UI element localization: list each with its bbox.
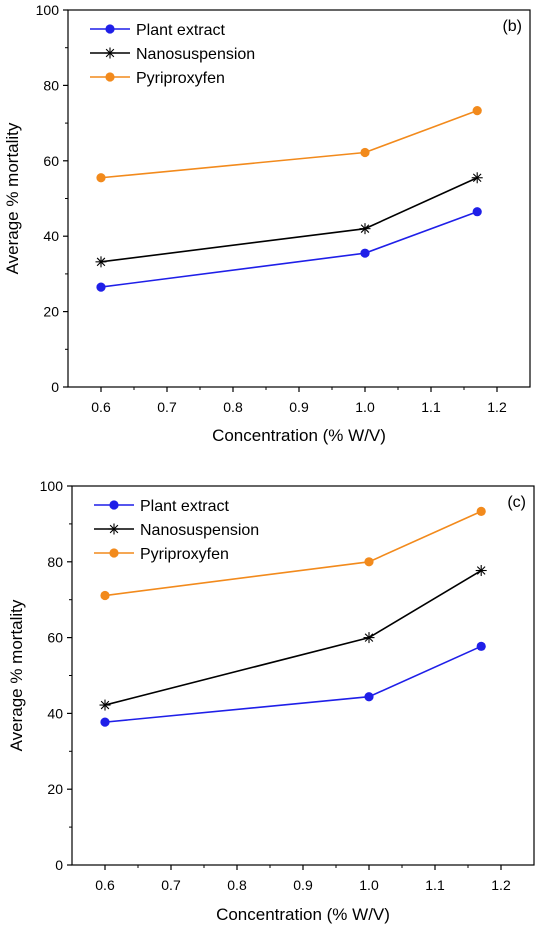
y-tick-label: 60 bbox=[47, 630, 63, 646]
data-point bbox=[476, 641, 486, 651]
x-tick-label: 0.7 bbox=[157, 399, 177, 415]
series-line bbox=[104, 569, 482, 706]
x-axis-title: Concentration (% W/V) bbox=[212, 426, 386, 445]
x-tick-label: 0.9 bbox=[289, 399, 309, 415]
x-tick-label: 0.6 bbox=[91, 399, 111, 415]
data-point bbox=[100, 717, 110, 727]
data-point bbox=[100, 590, 110, 601]
legend-entry: Nanosuspension bbox=[94, 522, 259, 539]
legend: Plant extract Nanosuspension Pyriproxyfen bbox=[94, 498, 259, 563]
legend-label: Pyriproxyfen bbox=[140, 546, 229, 563]
y-tick-label: 60 bbox=[43, 153, 59, 169]
legend: Plant extract Nanosuspension Pyriproxyfen bbox=[90, 22, 255, 87]
x-tick-label: 1.1 bbox=[421, 399, 441, 415]
y-axis-title: Average % mortality bbox=[3, 122, 22, 274]
x-tick-label: 0.8 bbox=[227, 877, 247, 893]
series-plant-extract bbox=[96, 207, 482, 292]
x-tick-label: 1.0 bbox=[359, 877, 379, 893]
legend-marker bbox=[109, 500, 119, 510]
legend-marker bbox=[105, 72, 115, 82]
x-tick-label: 1.2 bbox=[487, 399, 507, 415]
data-point bbox=[475, 565, 487, 577]
x-tick-label: 1.1 bbox=[425, 877, 445, 893]
data-point bbox=[99, 699, 111, 711]
y-tick-label: 80 bbox=[47, 554, 63, 570]
y-tick-label: 0 bbox=[55, 857, 63, 873]
legend-entry: Plant extract bbox=[94, 498, 229, 515]
chart-panel-2: 0 20 40 60 80 100 0.6 0.7 0.8 0.9 1.0 1.1 1.2 Concent… bbox=[7, 478, 535, 924]
data-point bbox=[96, 173, 106, 183]
data-point bbox=[363, 632, 375, 644]
legend-marker bbox=[104, 47, 116, 59]
data-point bbox=[359, 223, 371, 235]
legend-marker bbox=[105, 24, 115, 34]
legend-label: Plant extract bbox=[136, 22, 225, 39]
legend-entry: Plant extract bbox=[90, 22, 225, 39]
data-point bbox=[471, 172, 483, 184]
data-point bbox=[364, 557, 374, 567]
y-tick-label: 40 bbox=[43, 228, 59, 244]
series-line bbox=[100, 210, 478, 288]
series-pyriproxyfen bbox=[100, 506, 486, 601]
y-tick-label: 100 bbox=[36, 2, 60, 18]
legend-label: Nanosuspension bbox=[140, 522, 259, 539]
y-tick-label: 40 bbox=[47, 705, 63, 721]
chart-panel-1: 0 20 40 60 80 100 0.6 0.7 0.8 0.9 1.0 1.1 1.2 Concent… bbox=[3, 2, 531, 445]
series-line bbox=[100, 177, 478, 263]
data-point bbox=[360, 147, 370, 158]
data-point bbox=[472, 106, 482, 116]
legend-label: Nanosuspension bbox=[136, 46, 255, 63]
series-line bbox=[100, 109, 478, 179]
x-tick-label: 1.2 bbox=[491, 877, 511, 893]
panel-label: (b) bbox=[502, 18, 522, 35]
data-point bbox=[472, 207, 482, 217]
legend-entry: Pyriproxyfen bbox=[90, 70, 225, 87]
x-tick-label: 0.8 bbox=[223, 399, 243, 415]
y-tick-label: 80 bbox=[43, 77, 59, 93]
data-point bbox=[95, 256, 107, 268]
y-tick-label: 20 bbox=[43, 304, 59, 320]
data-point bbox=[364, 692, 374, 702]
x-tick-label: 0.7 bbox=[161, 877, 181, 893]
x-tick-label: 0.9 bbox=[293, 877, 313, 893]
series-pyriproxyfen bbox=[96, 106, 482, 183]
series-plant-extract bbox=[100, 641, 486, 727]
legend-label: Plant extract bbox=[140, 498, 229, 515]
legend-marker bbox=[108, 523, 120, 535]
y-tick-label: 0 bbox=[51, 379, 59, 395]
series-nanosuspension bbox=[95, 172, 483, 268]
panel-label: (c) bbox=[507, 494, 526, 511]
y-tick-label: 100 bbox=[40, 478, 64, 494]
legend-marker bbox=[109, 548, 119, 558]
data-point bbox=[476, 506, 486, 516]
plot-frame bbox=[67, 9, 531, 388]
series-nanosuspension bbox=[99, 565, 487, 711]
plot-frame bbox=[71, 485, 535, 866]
y-tick-label: 20 bbox=[47, 781, 63, 797]
y-axis-title: Average % mortality bbox=[7, 599, 26, 751]
x-axis-title: Concentration (% W/V) bbox=[216, 905, 390, 924]
x-tick-label: 1.0 bbox=[355, 399, 375, 415]
legend-label: Pyriproxyfen bbox=[136, 70, 225, 87]
data-point bbox=[96, 282, 106, 292]
legend-entry: Pyriproxyfen bbox=[94, 546, 229, 563]
data-point bbox=[360, 248, 370, 258]
x-tick-label: 0.6 bbox=[95, 877, 115, 893]
legend-entry: Nanosuspension bbox=[90, 46, 255, 63]
